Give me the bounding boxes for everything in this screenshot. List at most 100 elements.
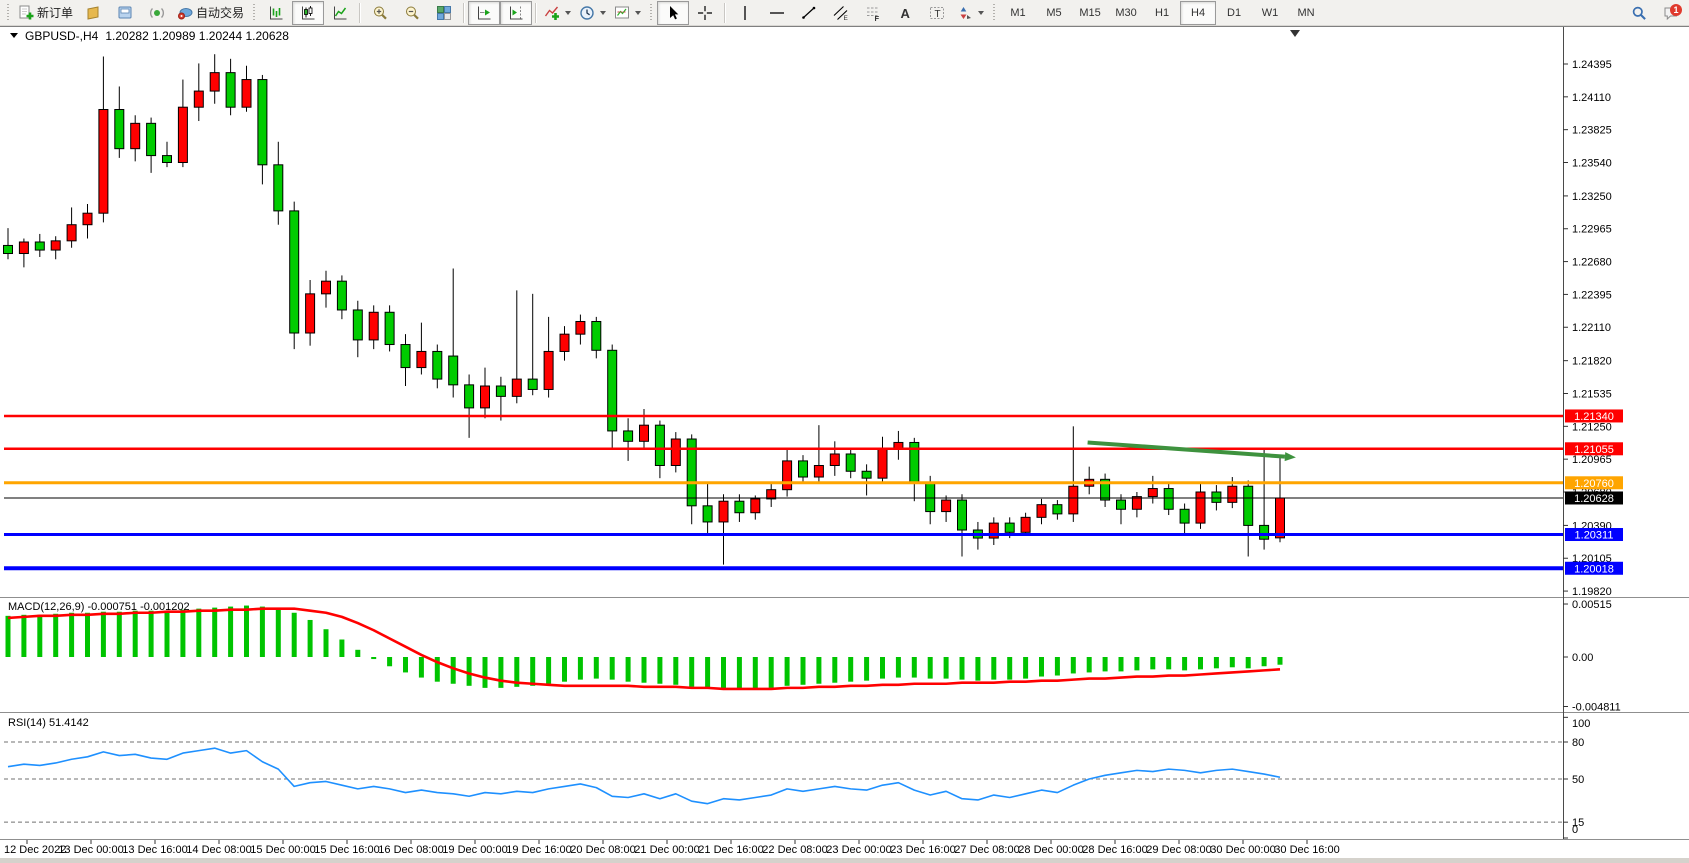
symbol-dropdown-icon[interactable] xyxy=(10,33,18,38)
rsi-tick-label: 100 xyxy=(1572,718,1590,730)
arrows-dropdown-caret[interactable] xyxy=(978,10,985,15)
bar-chart-type-button[interactable] xyxy=(260,1,292,25)
macd-histogram-bar xyxy=(69,612,75,657)
fibonacci-button[interactable]: F xyxy=(857,1,889,25)
chart-background[interactable] xyxy=(0,26,1689,863)
auto-scroll-button[interactable] xyxy=(468,0,501,25)
periods-button[interactable] xyxy=(575,1,610,25)
trendline-button[interactable] xyxy=(793,1,825,25)
trendline-icon xyxy=(802,6,816,19)
metaeditor-button[interactable] xyxy=(109,1,141,25)
horizontal-line-button[interactable] xyxy=(761,1,793,25)
macd-histogram-bar xyxy=(1102,657,1108,672)
tf-h1-button[interactable]: H1 xyxy=(1144,1,1180,25)
macd-histogram-bar xyxy=(577,657,583,680)
candlestick-chart-type-button[interactable] xyxy=(292,0,325,25)
macd-histogram-bar xyxy=(1213,657,1219,669)
tf-m1-button[interactable]: M1 xyxy=(1000,1,1036,25)
zoom-in-button[interactable] xyxy=(364,1,396,25)
autotrading-button[interactable]: 自动交易 xyxy=(173,1,248,25)
toolbar-grip xyxy=(993,3,996,22)
search-button[interactable] xyxy=(1623,1,1655,25)
time-label: 30 Dec 16:00 xyxy=(1274,844,1339,856)
tf-m30-button[interactable]: M30 xyxy=(1108,1,1144,25)
candle-body-up xyxy=(1195,491,1206,524)
macd-histogram-bar xyxy=(705,657,711,689)
macd-histogram-bar xyxy=(657,657,663,684)
text-button[interactable]: A xyxy=(889,1,921,25)
line-chart-type-button[interactable] xyxy=(324,1,356,25)
notifications-button[interactable]: 1 xyxy=(1655,1,1687,25)
chart-canvas[interactable]: 1.24395 1.24110 1.23825 1.23540 1.23250 1.229… xyxy=(0,26,1689,863)
rsi-tick-label: 15 xyxy=(1572,817,1584,829)
time-label: 23 Dec 16:00 xyxy=(890,844,955,856)
macd-histogram-bar xyxy=(403,657,408,673)
trend-arrow-line[interactable] xyxy=(1087,440,1286,459)
macd-histogram-bar xyxy=(1261,657,1267,667)
candle-body-down xyxy=(798,460,808,478)
indicators-dropdown-caret[interactable] xyxy=(565,10,572,15)
macd-histogram-bar xyxy=(959,657,965,680)
macd-histogram-bar xyxy=(1007,657,1013,680)
chart-shift-button[interactable] xyxy=(500,0,533,25)
candle-body-up xyxy=(209,72,220,92)
tf-h4-button[interactable]: H4 xyxy=(1180,0,1217,25)
tf-mn-button[interactable]: MN xyxy=(1288,1,1324,25)
candlestick-chart-type-icon xyxy=(302,5,315,19)
chart-shift-marker[interactable] xyxy=(1290,30,1300,37)
candle-body-up xyxy=(305,293,316,334)
candle-body-up xyxy=(543,350,554,390)
toolbar-separator xyxy=(359,2,362,23)
crosshair-button[interactable] xyxy=(689,1,721,25)
macd-histogram-bar xyxy=(434,657,440,682)
tile-windows-button[interactable] xyxy=(428,1,460,25)
macd-histogram-bar xyxy=(530,657,536,686)
cursor-button[interactable] xyxy=(657,0,690,25)
text-label-button[interactable]: T xyxy=(921,1,953,25)
candle-body-down xyxy=(495,385,506,397)
signals-button[interactable] xyxy=(141,1,173,25)
price-badge-label: 1.20311 xyxy=(1575,530,1614,542)
tf-m15-button[interactable]: M15 xyxy=(1072,1,1108,25)
macd-histogram-bar xyxy=(625,657,631,682)
tf-m5-label: M5 xyxy=(1046,6,1062,19)
rsi-tick-label: 50 xyxy=(1572,774,1584,786)
trend-arrow-head[interactable] xyxy=(1284,452,1296,462)
new-chart-button[interactable] xyxy=(77,1,109,25)
new-order-button[interactable]: 新订单 xyxy=(14,1,77,25)
tf-d1-button[interactable]: D1 xyxy=(1216,1,1252,25)
candle-body-up xyxy=(782,460,793,491)
periods-dropdown-caret[interactable] xyxy=(600,10,607,15)
candle-body-up xyxy=(1275,497,1285,539)
tf-w1-button[interactable]: W1 xyxy=(1252,1,1288,25)
zoom-out-button[interactable] xyxy=(396,1,428,25)
candle-body-down xyxy=(400,344,411,369)
macd-histogram-bar xyxy=(1118,657,1124,672)
autotrading-label: 自动交易 xyxy=(196,6,245,20)
candle-body-up xyxy=(559,333,570,352)
candle-body-down xyxy=(384,311,395,346)
candle-body-down xyxy=(623,430,634,442)
time-label: 13 Dec 16:00 xyxy=(122,844,187,856)
macd-histogram-bar xyxy=(816,657,822,684)
candle-body-down xyxy=(1116,499,1126,510)
indicators-button[interactable] xyxy=(540,1,575,25)
candle-body-up xyxy=(670,438,681,466)
macd-histogram-bar xyxy=(689,657,695,687)
price-tick-label: 1.24395 xyxy=(1572,59,1612,71)
candle-body-down xyxy=(225,72,236,108)
macd-histogram-bar xyxy=(53,613,59,657)
macd-histogram-bar xyxy=(37,614,43,657)
vertical-line-button[interactable] xyxy=(729,1,761,25)
price-badge-label: 1.20760 xyxy=(1574,478,1614,490)
candle-body-down xyxy=(352,309,363,341)
equidistant-channel-button[interactable]: E xyxy=(825,1,857,25)
tf-m5-button[interactable]: M5 xyxy=(1036,1,1072,25)
arrows-button[interactable] xyxy=(953,1,988,25)
candle-body-up xyxy=(718,500,729,523)
price-tick-label: 1.21250 xyxy=(1572,421,1612,433)
macd-histogram-bar xyxy=(1023,657,1029,679)
macd-histogram-bar xyxy=(514,657,520,687)
templates-button[interactable] xyxy=(610,1,645,25)
templates-dropdown-caret[interactable] xyxy=(635,10,642,15)
